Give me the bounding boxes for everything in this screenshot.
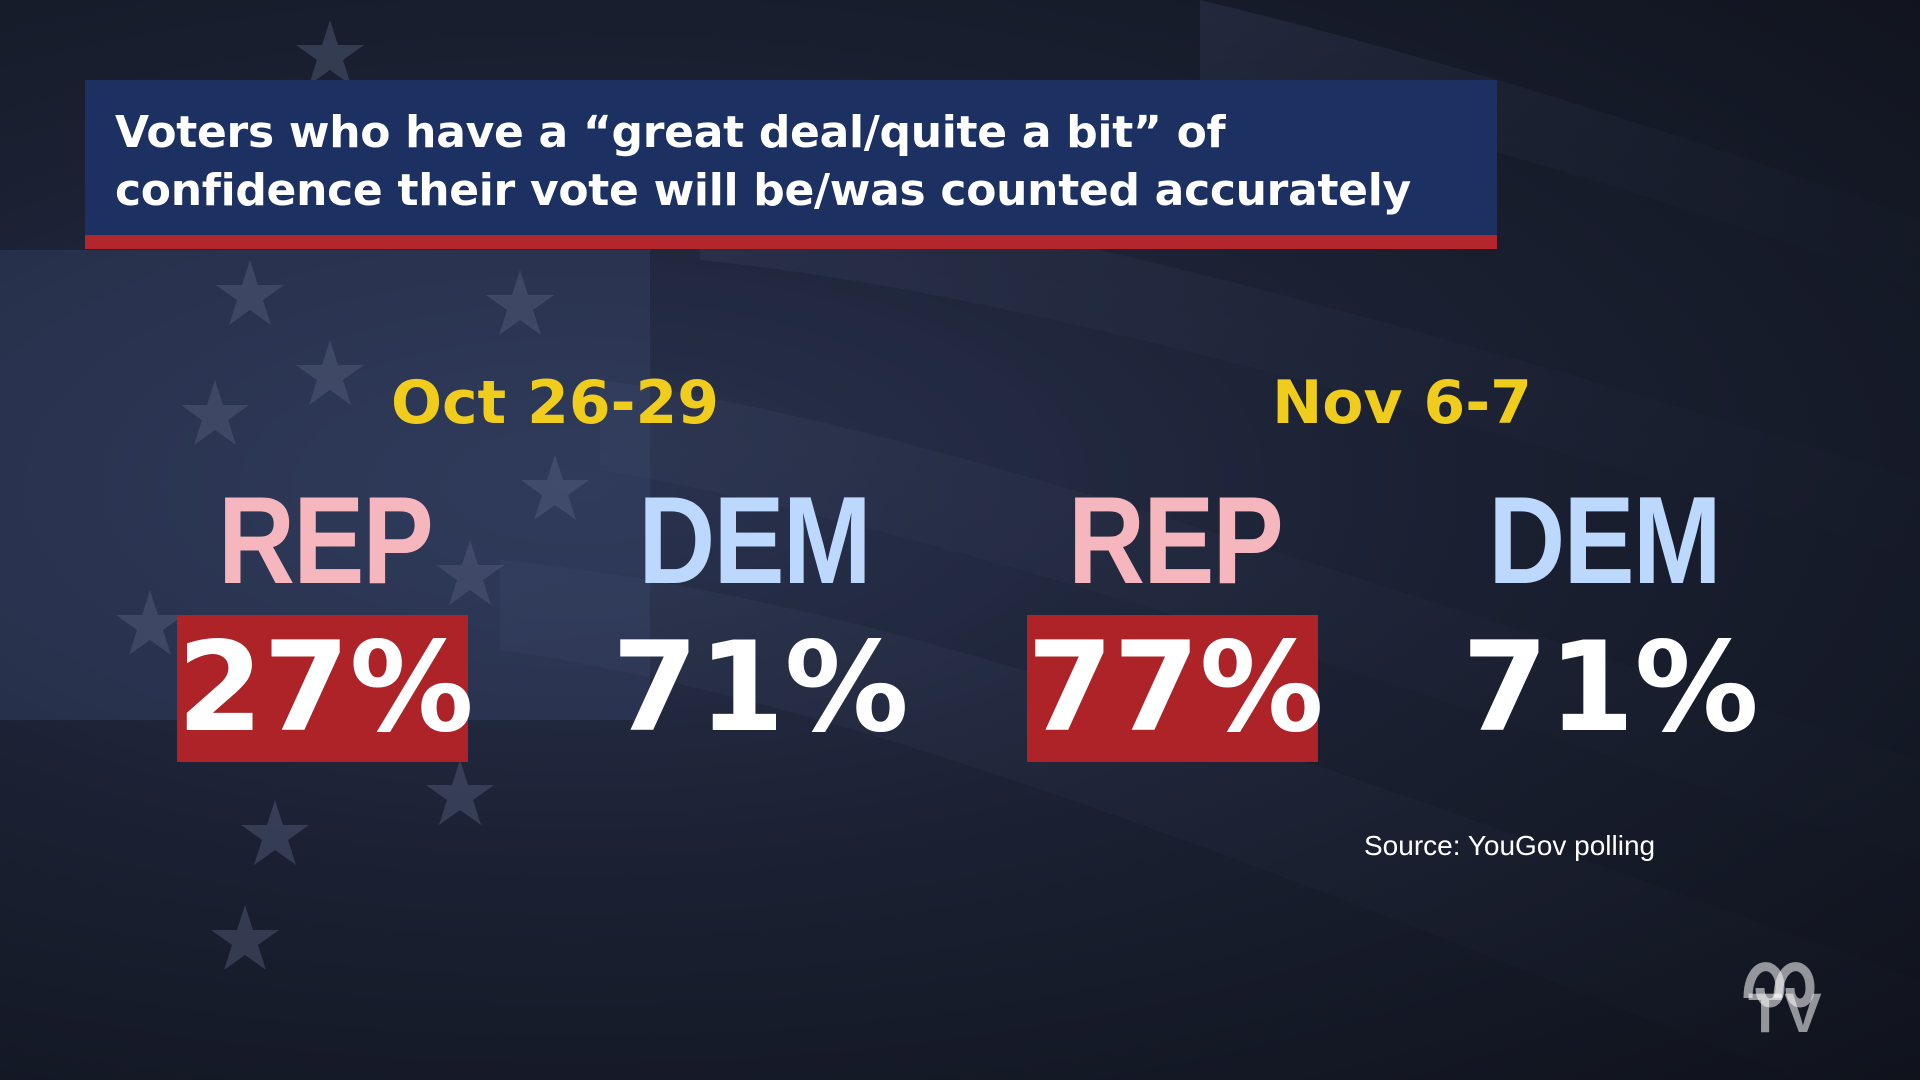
rep-label-oct: REP: [217, 472, 434, 610]
source-note: Source: YouGov polling: [1364, 830, 1656, 861]
rep-label-nov: REP: [1067, 472, 1284, 610]
dem-value-nov: 71%: [1462, 616, 1759, 760]
period-label-nov: Nov 6-7: [1272, 368, 1532, 438]
dem-value-oct: 71%: [612, 616, 909, 760]
chart-title: Voters who have a “great deal/quite a bi…: [115, 107, 1411, 216]
title-banner: Voters who have a “great deal/quite a bi…: [85, 80, 1497, 249]
rep-value-nov: 77%: [1027, 615, 1324, 762]
rep-value-oct: 27%: [177, 615, 474, 762]
abc-tv-logo: TV: [1748, 981, 1824, 1044]
period-label-oct: Oct 26-29: [390, 368, 720, 438]
dem-label-nov: DEM: [1488, 472, 1722, 610]
abc-logo-icon: [1743, 962, 1815, 1008]
dem-label-oct: DEM: [638, 472, 872, 610]
